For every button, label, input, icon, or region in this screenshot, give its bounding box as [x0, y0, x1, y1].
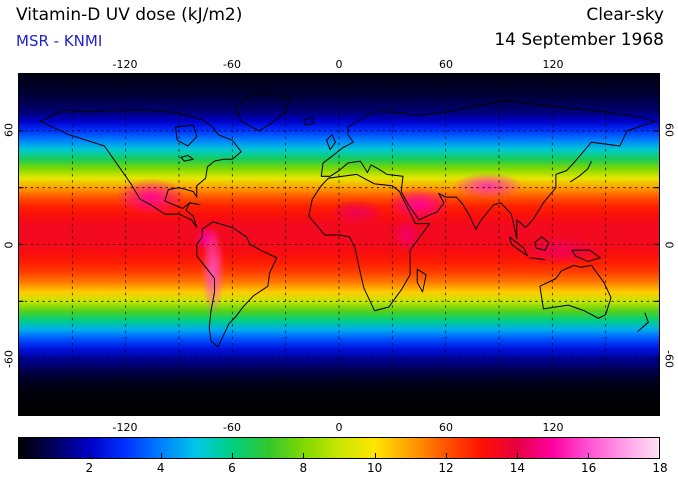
- continent-outline-australia: [539, 264, 612, 319]
- border-ticks: [19, 74, 659, 415]
- colorbar-tick: [516, 453, 518, 458]
- lat-tick-label: 0: [662, 241, 676, 248]
- colorbar-tick: [445, 453, 447, 458]
- colorbar-tick-label: 4: [156, 461, 165, 475]
- lon-tick-label: -120: [112, 421, 138, 434]
- colorbar-tick-label: 14: [509, 461, 525, 475]
- continent-outline-south-america: [196, 221, 278, 348]
- continent-outline-africa: [308, 173, 431, 312]
- lat-tick-label: 60: [2, 123, 16, 138]
- lon-tick-label: -120: [112, 58, 138, 71]
- colorbar-tick: [161, 453, 163, 458]
- colorbar-tick-label: 2: [85, 461, 94, 475]
- continent-outline-north-america: [39, 109, 242, 228]
- colorbar-tick: [90, 453, 92, 458]
- lon-tick-label: 120: [542, 58, 564, 71]
- hudson-bay-outline: [174, 124, 198, 147]
- colorbar-tick: [587, 453, 589, 458]
- chart-title: Vitamin-D UV dose (kJ/m2): [16, 5, 243, 25]
- island-outline-madagascar: [416, 268, 427, 293]
- data-source-label: MSR - KNMI: [16, 32, 103, 50]
- colorbar-tick: [659, 453, 660, 458]
- date-label: 14 September 1968: [494, 30, 664, 50]
- island-outline-borneo: [534, 236, 550, 251]
- lat-tick-label: -60: [2, 349, 16, 368]
- map-plot: [18, 73, 660, 416]
- continent-outline-greenland: [235, 92, 290, 132]
- continent-outline-eurasia: [320, 100, 656, 240]
- lon-tick-label: 0: [335, 58, 343, 71]
- colorbar-tick-label: 6: [228, 461, 236, 475]
- lon-tick-label: -60: [223, 421, 241, 434]
- colorbar-labels: 2 4 6 8 10 12 14 16 18: [18, 461, 668, 477]
- lon-tick-label: 120: [542, 421, 564, 434]
- lat-labels-left: 60 0 -60: [1, 73, 17, 416]
- island-outline-new-zealand: [637, 312, 649, 333]
- colorbar-tick-label: 16: [581, 461, 597, 475]
- colorbar-tick: [374, 453, 376, 458]
- lat-tick-label: 0: [2, 241, 16, 248]
- island-outline-java: [529, 257, 546, 261]
- figure-header-right: Clear-sky 14 September 1968: [494, 5, 664, 50]
- map-overlay-svg: [19, 74, 659, 415]
- lat-labels-right: 60 0 -60: [661, 73, 677, 416]
- island-outline-japan: [569, 160, 592, 183]
- graticule: [19, 74, 659, 415]
- lon-tick-label: 60: [439, 421, 453, 434]
- lat-tick-label: 60: [662, 123, 676, 138]
- lon-tick-label: -60: [223, 58, 241, 71]
- colorbar-tick-label: 10: [367, 461, 383, 475]
- colorbar-tick: [232, 453, 234, 458]
- lon-tick-label: 0: [335, 421, 343, 434]
- lon-labels-top: -120 -60 0 60 120: [18, 56, 660, 71]
- lat-tick-label: -60: [662, 349, 676, 368]
- colorbar-tick: [303, 453, 305, 458]
- island-outline-britain: [326, 134, 336, 151]
- colorbar-tick-label: 12: [438, 461, 454, 475]
- figure-header-left: Vitamin-D UV dose (kJ/m2) MSR - KNMI: [16, 5, 242, 50]
- colorbar-tick-label: 18: [652, 461, 668, 475]
- island-outline-new-guinea: [571, 249, 601, 263]
- colorbar: [18, 437, 660, 459]
- colorbar-tick-label: 8: [299, 461, 308, 475]
- sky-condition-label: Clear-sky: [586, 5, 664, 25]
- lon-labels-bottom: -120 -60 0 60 120: [18, 418, 660, 434]
- island-outline-cuba: [189, 202, 201, 206]
- great-lakes-outline: [180, 154, 194, 162]
- island-outline-sumatra: [509, 236, 528, 257]
- island-outline-iceland: [302, 117, 315, 126]
- continent-outlines: [39, 92, 656, 348]
- lon-tick-label: 60: [439, 58, 453, 71]
